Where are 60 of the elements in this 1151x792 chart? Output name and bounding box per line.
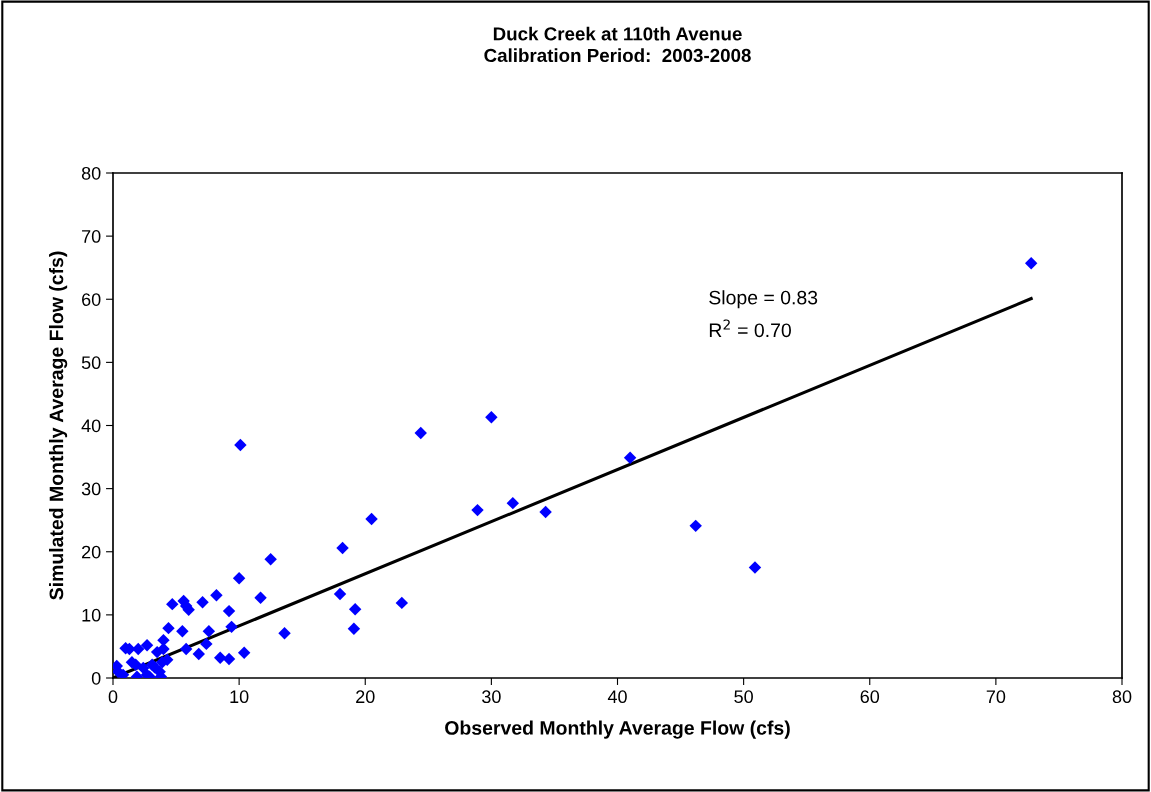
point [192, 647, 205, 661]
y-tick-label: 40 [81, 419, 101, 433]
x-tick-label: 0 [108, 690, 118, 704]
x-tick-label: 20 [356, 690, 375, 704]
point [485, 411, 498, 424]
x-tick-label: 60 [860, 690, 880, 704]
y-tick-label: 10 [82, 608, 101, 622]
point [347, 622, 361, 635]
point [689, 519, 702, 533]
x-tick-label: 40 [607, 690, 627, 704]
point [162, 621, 175, 635]
point [132, 642, 145, 656]
point [176, 625, 189, 638]
point [471, 503, 484, 517]
point [623, 451, 637, 464]
point [157, 642, 170, 656]
point [222, 652, 236, 666]
y-tick-label: 30 [81, 482, 101, 496]
y-tick-label: 20 [82, 545, 101, 559]
point [365, 512, 378, 526]
point [254, 591, 267, 605]
point [395, 596, 409, 610]
y-tick-label: 70 [82, 230, 101, 243]
point [202, 625, 216, 638]
point [225, 620, 238, 634]
x-tick-label: 50 [734, 690, 753, 704]
point [414, 426, 427, 440]
y-tick-label: 0 [91, 671, 101, 685]
point [200, 637, 213, 651]
point [348, 602, 362, 616]
point [278, 626, 291, 640]
point [166, 597, 179, 611]
y-tick-label: 50 [81, 356, 101, 370]
y-tick-label: 80 [81, 166, 101, 180]
point [1024, 257, 1038, 270]
y-tick-label: 60 [82, 293, 101, 306]
point [264, 553, 277, 566]
x-tick-label: 70 [986, 690, 1006, 704]
point [237, 646, 251, 659]
point [506, 496, 520, 510]
x-tick-label: 80 [1112, 690, 1132, 704]
point [196, 596, 209, 609]
annotation: R$^{2}$ = 0.70 [709, 319, 791, 338]
point [539, 505, 552, 519]
point [140, 638, 154, 652]
point [748, 561, 762, 574]
x-tick-label: 10 [230, 690, 249, 704]
y-axis-title: Simulated Monthly Average Flow (cfs) [49, 251, 68, 600]
chart-title: Duck Creek at 110th Avenue Calibration Period: 2003-2008 [484, 26, 751, 63]
point [232, 572, 246, 585]
point [210, 589, 223, 602]
point [333, 587, 347, 601]
point [179, 642, 193, 656]
point [213, 651, 227, 665]
annotation: Slope = 0.83 [709, 290, 818, 309]
x-axis-title: Observed Monthly Average Flow (cfs) [445, 720, 790, 739]
point [336, 541, 349, 555]
x-tick-label: 30 [482, 690, 501, 704]
point [222, 604, 236, 618]
point [234, 438, 247, 452]
